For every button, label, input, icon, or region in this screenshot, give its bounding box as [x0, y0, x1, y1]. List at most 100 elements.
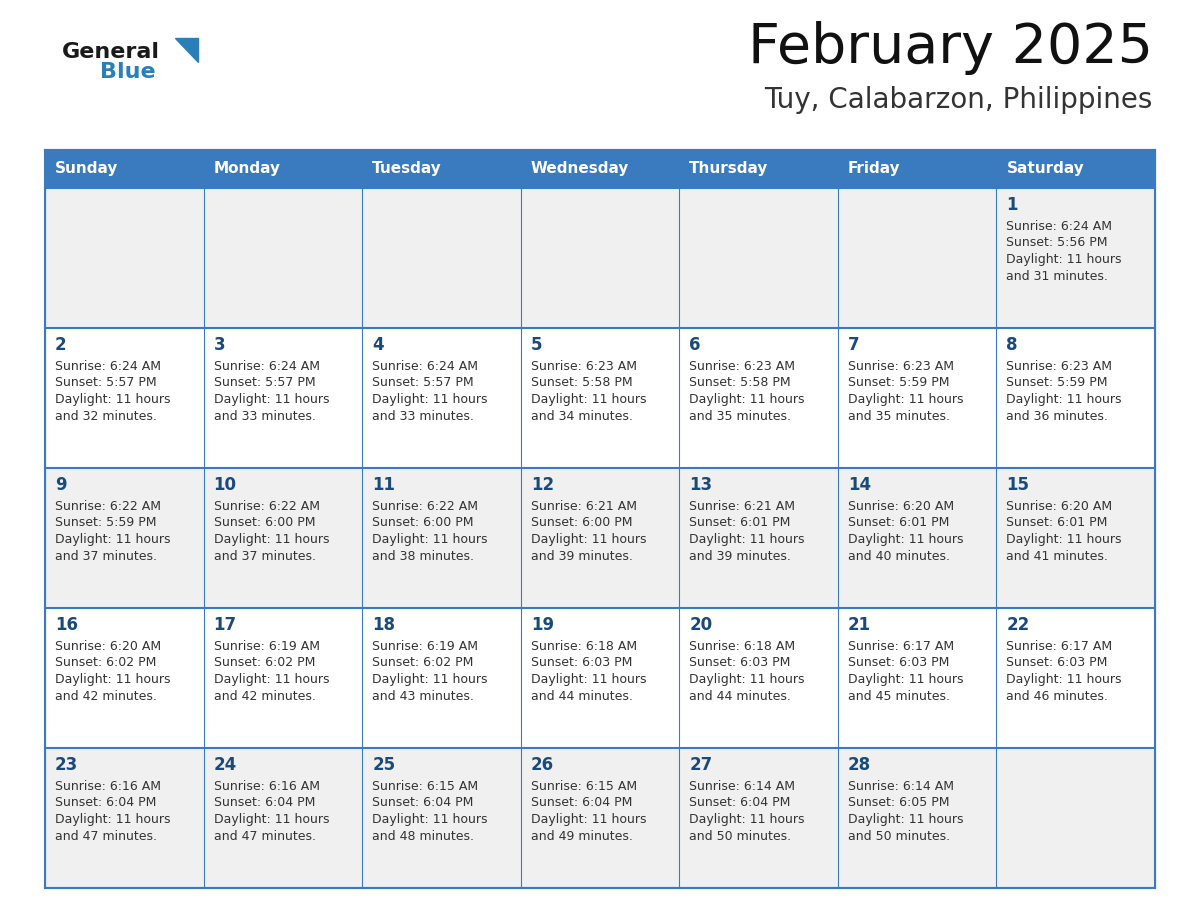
Text: Daylight: 11 hours: Daylight: 11 hours — [372, 533, 487, 546]
Text: and 50 minutes.: and 50 minutes. — [848, 830, 950, 843]
Bar — [680, 748, 838, 888]
Text: Daylight: 11 hours: Daylight: 11 hours — [689, 533, 804, 546]
Text: Daylight: 11 hours: Daylight: 11 hours — [372, 673, 487, 686]
Bar — [45, 608, 203, 748]
Text: and 50 minutes.: and 50 minutes. — [689, 830, 791, 843]
Text: and 45 minutes.: and 45 minutes. — [848, 689, 950, 702]
Text: Sunrise: 6:20 AM: Sunrise: 6:20 AM — [1006, 500, 1112, 513]
Text: 23: 23 — [55, 756, 78, 774]
Text: Sunset: 5:56 PM: Sunset: 5:56 PM — [1006, 237, 1108, 250]
Text: and 47 minutes.: and 47 minutes. — [214, 830, 316, 843]
Bar — [45, 468, 203, 608]
Bar — [45, 328, 203, 468]
Text: Daylight: 11 hours: Daylight: 11 hours — [848, 393, 963, 406]
Bar — [203, 608, 362, 748]
Text: Sunrise: 6:19 AM: Sunrise: 6:19 AM — [214, 640, 320, 653]
Text: Sunrise: 6:17 AM: Sunrise: 6:17 AM — [1006, 640, 1112, 653]
Text: Sunset: 6:01 PM: Sunset: 6:01 PM — [689, 517, 791, 530]
Bar — [520, 748, 680, 888]
Text: 14: 14 — [848, 476, 871, 494]
Text: 10: 10 — [214, 476, 236, 494]
Bar — [203, 468, 362, 608]
Text: Daylight: 11 hours: Daylight: 11 hours — [531, 813, 646, 826]
Text: and 44 minutes.: and 44 minutes. — [531, 689, 632, 702]
Text: Daylight: 11 hours: Daylight: 11 hours — [848, 673, 963, 686]
Text: Sunrise: 6:24 AM: Sunrise: 6:24 AM — [1006, 220, 1112, 233]
Text: 17: 17 — [214, 616, 236, 634]
Text: and 46 minutes.: and 46 minutes. — [1006, 689, 1108, 702]
Text: and 36 minutes.: and 36 minutes. — [1006, 409, 1108, 422]
Text: and 34 minutes.: and 34 minutes. — [531, 409, 632, 422]
Text: 28: 28 — [848, 756, 871, 774]
Text: Thursday: Thursday — [689, 162, 769, 176]
Text: Friday: Friday — [848, 162, 901, 176]
Text: Daylight: 11 hours: Daylight: 11 hours — [55, 533, 171, 546]
Text: Sunset: 6:03 PM: Sunset: 6:03 PM — [689, 656, 791, 669]
Text: Sunrise: 6:21 AM: Sunrise: 6:21 AM — [531, 500, 637, 513]
Text: and 37 minutes.: and 37 minutes. — [55, 550, 157, 563]
Bar — [520, 328, 680, 468]
Text: Monday: Monday — [214, 162, 280, 176]
Text: Daylight: 11 hours: Daylight: 11 hours — [214, 533, 329, 546]
Text: 19: 19 — [531, 616, 554, 634]
Text: Daylight: 11 hours: Daylight: 11 hours — [55, 393, 171, 406]
Bar — [203, 150, 362, 188]
Bar — [997, 328, 1155, 468]
Text: Sunset: 6:02 PM: Sunset: 6:02 PM — [372, 656, 474, 669]
Text: Daylight: 11 hours: Daylight: 11 hours — [214, 813, 329, 826]
Bar — [838, 150, 997, 188]
Text: 7: 7 — [848, 336, 859, 354]
Text: Sunset: 6:00 PM: Sunset: 6:00 PM — [531, 517, 632, 530]
Text: Sunset: 6:04 PM: Sunset: 6:04 PM — [689, 797, 791, 810]
Text: Daylight: 11 hours: Daylight: 11 hours — [55, 813, 171, 826]
Bar — [680, 188, 838, 328]
Bar — [680, 328, 838, 468]
Text: and 39 minutes.: and 39 minutes. — [531, 550, 632, 563]
Text: and 33 minutes.: and 33 minutes. — [214, 409, 316, 422]
Text: and 47 minutes.: and 47 minutes. — [55, 830, 157, 843]
Text: Sunrise: 6:15 AM: Sunrise: 6:15 AM — [372, 780, 479, 793]
Text: Sunrise: 6:17 AM: Sunrise: 6:17 AM — [848, 640, 954, 653]
Text: Tuy, Calabarzon, Philippines: Tuy, Calabarzon, Philippines — [765, 86, 1154, 114]
Text: Sunset: 6:04 PM: Sunset: 6:04 PM — [55, 797, 157, 810]
Text: and 41 minutes.: and 41 minutes. — [1006, 550, 1108, 563]
Bar — [203, 748, 362, 888]
Text: and 39 minutes.: and 39 minutes. — [689, 550, 791, 563]
Bar — [838, 188, 997, 328]
Text: Sunrise: 6:14 AM: Sunrise: 6:14 AM — [848, 780, 954, 793]
Text: 26: 26 — [531, 756, 554, 774]
Text: 12: 12 — [531, 476, 554, 494]
Bar — [203, 188, 362, 328]
Text: Sunrise: 6:18 AM: Sunrise: 6:18 AM — [531, 640, 637, 653]
Text: 4: 4 — [372, 336, 384, 354]
Bar — [997, 748, 1155, 888]
Text: Sunset: 5:59 PM: Sunset: 5:59 PM — [848, 376, 949, 389]
Text: 11: 11 — [372, 476, 396, 494]
Text: Tuesday: Tuesday — [372, 162, 442, 176]
Bar — [45, 150, 1155, 888]
Text: Daylight: 11 hours: Daylight: 11 hours — [1006, 533, 1121, 546]
Text: Daylight: 11 hours: Daylight: 11 hours — [848, 533, 963, 546]
Bar — [997, 468, 1155, 608]
Text: Daylight: 11 hours: Daylight: 11 hours — [689, 393, 804, 406]
Text: and 43 minutes.: and 43 minutes. — [372, 689, 474, 702]
Bar — [520, 150, 680, 188]
Text: Sunset: 6:04 PM: Sunset: 6:04 PM — [214, 797, 315, 810]
Text: 21: 21 — [848, 616, 871, 634]
Text: 27: 27 — [689, 756, 713, 774]
Bar — [997, 608, 1155, 748]
Bar — [680, 608, 838, 748]
Text: 16: 16 — [55, 616, 78, 634]
Text: Sunset: 6:02 PM: Sunset: 6:02 PM — [55, 656, 157, 669]
Text: and 48 minutes.: and 48 minutes. — [372, 830, 474, 843]
Text: Sunrise: 6:23 AM: Sunrise: 6:23 AM — [689, 360, 795, 373]
Text: and 44 minutes.: and 44 minutes. — [689, 689, 791, 702]
Text: 8: 8 — [1006, 336, 1018, 354]
Text: Wednesday: Wednesday — [531, 162, 630, 176]
Bar — [362, 328, 520, 468]
Text: Sunset: 5:58 PM: Sunset: 5:58 PM — [689, 376, 791, 389]
Text: Sunrise: 6:23 AM: Sunrise: 6:23 AM — [848, 360, 954, 373]
Text: 13: 13 — [689, 476, 713, 494]
Bar — [362, 608, 520, 748]
Text: Sunrise: 6:20 AM: Sunrise: 6:20 AM — [55, 640, 162, 653]
